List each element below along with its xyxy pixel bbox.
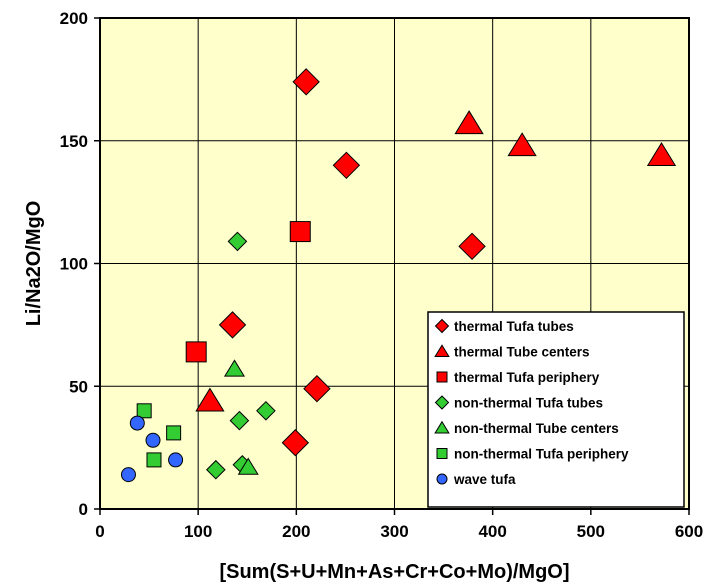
- data-point: [129, 415, 145, 431]
- x-axis-title: [Sum(S+U+Mn+As+Cr+Co+Mo)/MgO]: [219, 561, 569, 583]
- legend-label: thermal Tufa tubes: [454, 319, 574, 334]
- data-point: [218, 311, 247, 339]
- legend-label: thermal Tufa periphery: [454, 370, 600, 385]
- data-point: [256, 400, 276, 421]
- data-point: [166, 425, 182, 441]
- legend-marker: [434, 420, 450, 434]
- legend: thermal Tufa tubes thermal Tube centers th…: [427, 311, 685, 508]
- legend-label: non-thermal Tufa tubes: [454, 396, 603, 411]
- y-tick-label: 50: [69, 377, 88, 396]
- y-tick-label: 100: [60, 255, 88, 274]
- data-point: [303, 374, 331, 403]
- legend-marker: [434, 318, 450, 334]
- legend-marker: [436, 473, 448, 485]
- y-tick-label: 200: [60, 9, 88, 28]
- data-point: [292, 68, 320, 96]
- legend-marker: [434, 395, 450, 410]
- legend-marker: [436, 371, 448, 383]
- y-tick-label: 0: [79, 500, 88, 519]
- legend-marker: [434, 344, 450, 357]
- data-point: [206, 459, 226, 480]
- legend-label: thermal Tube centers: [454, 345, 590, 360]
- data-point: [454, 110, 484, 135]
- data-point: [168, 452, 184, 468]
- legend-marker: [436, 448, 448, 459]
- data-point: [458, 232, 486, 261]
- legend-label: non-thermal Tufa periphery: [454, 447, 629, 462]
- data-point: [332, 151, 361, 180]
- x-tick-label: 400: [478, 522, 506, 541]
- data-point: [195, 387, 225, 412]
- data-point: [223, 359, 246, 377]
- legend-box: [427, 311, 685, 508]
- x-tick-label: 500: [577, 522, 605, 541]
- data-points: [120, 68, 677, 483]
- plot-border: [99, 17, 690, 510]
- data-point: [646, 142, 677, 166]
- y-tick-labels: 0 50 100 150 200: [60, 9, 100, 519]
- x-tick-labels: 0 100 200 300 400 500 600: [95, 509, 703, 541]
- data-point: [237, 457, 259, 475]
- data-point: [136, 403, 152, 419]
- legend-label: non-thermal Tube centers: [454, 421, 619, 436]
- y-axis-title: Li/Na2O/MgO: [23, 201, 45, 327]
- y-tick-label: 150: [60, 132, 88, 151]
- data-point: [146, 452, 162, 468]
- x-tick-label: 200: [282, 522, 310, 541]
- data-point: [289, 221, 311, 243]
- x-tick-label: 0: [95, 522, 104, 541]
- x-tick-label: 600: [675, 522, 703, 541]
- x-tick-label: 300: [380, 522, 408, 541]
- data-point: [229, 410, 250, 431]
- data-point: [145, 432, 161, 448]
- data-point: [185, 341, 207, 363]
- x-tick-label: 100: [184, 522, 212, 541]
- data-point: [281, 429, 310, 457]
- data-point: [507, 132, 537, 157]
- legend-label: wave tufa: [453, 472, 516, 487]
- data-point: [120, 467, 136, 483]
- data-point: [227, 231, 248, 252]
